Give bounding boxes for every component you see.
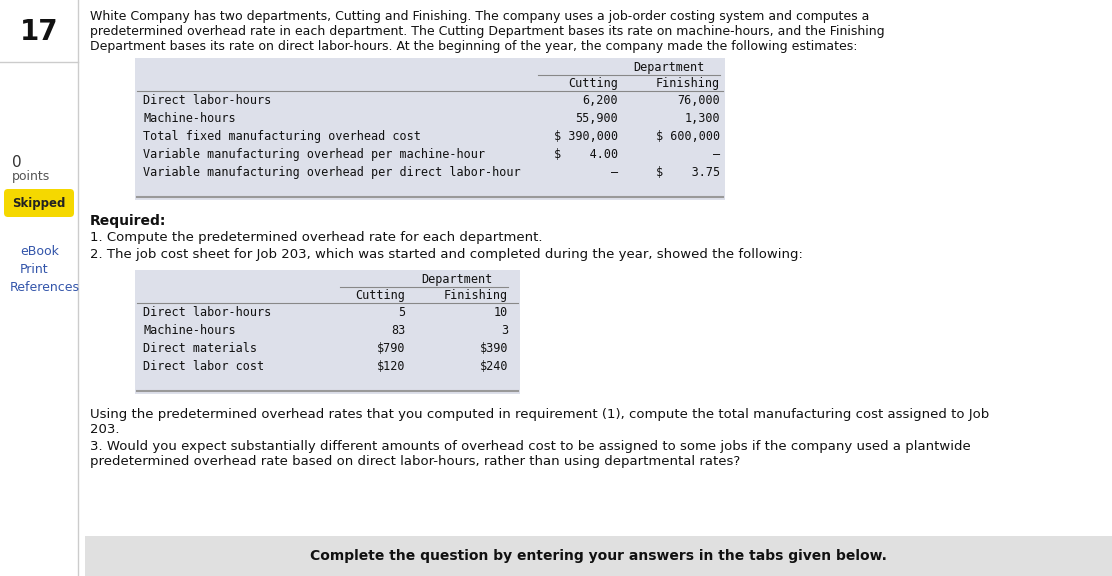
FancyBboxPatch shape <box>4 189 75 217</box>
Text: 203.: 203. <box>90 423 119 436</box>
Text: Direct materials: Direct materials <box>143 342 257 355</box>
Text: –: – <box>610 166 618 179</box>
Text: $    3.75: $ 3.75 <box>656 166 719 179</box>
Text: 1,300: 1,300 <box>684 112 719 125</box>
Text: $ 600,000: $ 600,000 <box>656 130 719 143</box>
Text: Variable manufacturing overhead per direct labor-hour: Variable manufacturing overhead per dire… <box>143 166 520 179</box>
Text: $240: $240 <box>479 360 508 373</box>
Text: 83: 83 <box>390 324 405 337</box>
Text: Cutting: Cutting <box>355 289 405 302</box>
Text: Print: Print <box>20 263 49 276</box>
Text: Skipped: Skipped <box>12 196 66 210</box>
Text: 10: 10 <box>494 306 508 319</box>
Text: Department: Department <box>634 61 705 74</box>
Bar <box>135 270 520 394</box>
Text: Required:: Required: <box>90 214 167 228</box>
Text: References: References <box>10 281 80 294</box>
Text: 0: 0 <box>12 155 21 170</box>
Text: Total fixed manufacturing overhead cost: Total fixed manufacturing overhead cost <box>143 130 420 143</box>
Text: 3. Would you expect substantially different amounts of overhead cost to be assig: 3. Would you expect substantially differ… <box>90 440 971 453</box>
Bar <box>135 58 725 200</box>
Text: Using the predetermined overhead rates that you computed in requirement (1), com: Using the predetermined overhead rates t… <box>90 408 990 421</box>
Text: 17: 17 <box>20 18 59 46</box>
Text: Direct labor cost: Direct labor cost <box>143 360 265 373</box>
Text: Cutting: Cutting <box>568 77 618 90</box>
Text: $    4.00: $ 4.00 <box>554 148 618 161</box>
Text: Direct labor-hours: Direct labor-hours <box>143 306 271 319</box>
Text: White Company has two departments, Cutting and Finishing. The company uses a job: White Company has two departments, Cutti… <box>90 10 870 23</box>
Text: 6,200: 6,200 <box>583 94 618 107</box>
Text: 2. The job cost sheet for Job 203, which was started and completed during the ye: 2. The job cost sheet for Job 203, which… <box>90 248 803 261</box>
Text: $390: $390 <box>479 342 508 355</box>
Text: Variable manufacturing overhead per machine-hour: Variable manufacturing overhead per mach… <box>143 148 485 161</box>
Text: $120: $120 <box>377 360 405 373</box>
Text: Department: Department <box>420 273 493 286</box>
Text: 5: 5 <box>398 306 405 319</box>
Text: Complete the question by entering your answers in the tabs given below.: Complete the question by entering your a… <box>310 549 887 563</box>
Text: 1. Compute the predetermined overhead rate for each department.: 1. Compute the predetermined overhead ra… <box>90 231 543 244</box>
Text: 76,000: 76,000 <box>677 94 719 107</box>
Text: –: – <box>713 148 719 161</box>
Text: predetermined overhead rate based on direct labor-hours, rather than using depar: predetermined overhead rate based on dir… <box>90 455 741 468</box>
Text: Machine-hours: Machine-hours <box>143 112 236 125</box>
Bar <box>85 536 1112 576</box>
Text: points: points <box>12 170 50 183</box>
Text: 3: 3 <box>500 324 508 337</box>
Text: Direct labor-hours: Direct labor-hours <box>143 94 271 107</box>
Text: Finishing: Finishing <box>656 77 719 90</box>
Text: predetermined overhead rate in each department. The Cutting Department bases its: predetermined overhead rate in each depa… <box>90 25 885 38</box>
Text: Machine-hours: Machine-hours <box>143 324 236 337</box>
Text: Finishing: Finishing <box>444 289 508 302</box>
Text: eBook: eBook <box>20 245 59 258</box>
Text: Department bases its rate on direct labor-hours. At the beginning of the year, t: Department bases its rate on direct labo… <box>90 40 857 53</box>
Text: $790: $790 <box>377 342 405 355</box>
Text: $ 390,000: $ 390,000 <box>554 130 618 143</box>
Text: 55,900: 55,900 <box>575 112 618 125</box>
